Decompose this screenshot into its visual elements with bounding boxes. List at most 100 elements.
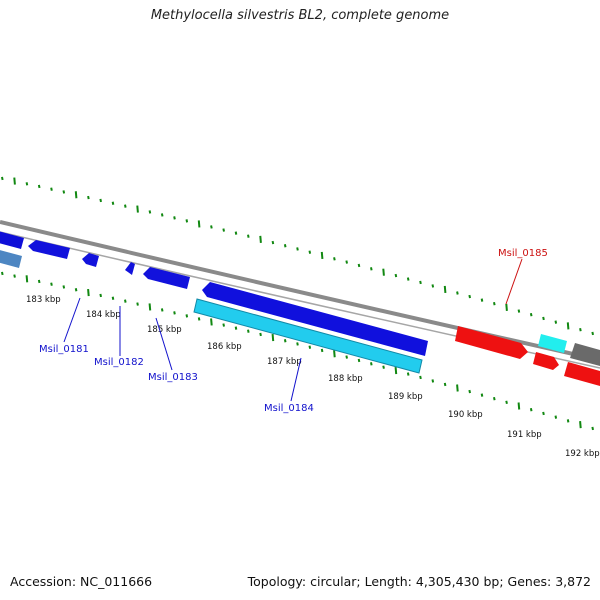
gene-Msil_0186[interactable] — [538, 334, 567, 353]
scale-label: 187 kbp — [267, 357, 302, 367]
gene-Msil_0184-forward[interactable] — [202, 282, 428, 356]
outer-ring-minor-tick — [529, 312, 533, 317]
inner-ring-minor-tick — [542, 411, 545, 416]
inner-ring-minor-tick — [296, 342, 299, 346]
leader-line-0183 — [155, 317, 173, 371]
outer-ring-minor-tick — [591, 331, 594, 336]
inner-ring-major-tick — [148, 303, 152, 311]
inner-ring-minor-tick — [382, 365, 385, 369]
scale-label: 191 kbp — [507, 430, 542, 440]
gene-label-0181[interactable]: Msil_0181 — [39, 344, 89, 355]
gene-Msil_0181-reverse[interactable] — [0, 249, 22, 268]
leader-line-0185 — [505, 258, 523, 305]
outer-ring-major-tick — [136, 205, 139, 213]
leader-line-0181 — [63, 297, 81, 343]
inner-ring-minor-tick — [345, 355, 348, 359]
scale-label: 184 kbp — [86, 310, 121, 320]
gene-Msil_0185[interactable] — [455, 326, 528, 359]
scale-label: 188 kbp — [328, 374, 363, 384]
inner-ring-minor-tick — [554, 415, 558, 419]
inner-ring-minor-tick — [173, 311, 176, 315]
inner-ring-minor-tick — [431, 379, 435, 383]
outer-ring-minor-tick — [271, 240, 275, 245]
inner-ring-minor-tick — [320, 348, 324, 353]
outer-ring-minor-tick — [308, 250, 312, 254]
outer-ring-major-tick — [197, 220, 201, 228]
leader-line-0184 — [290, 357, 302, 402]
inner-ring-minor-tick — [591, 426, 594, 431]
inner-ring-minor-tick — [247, 329, 250, 333]
inner-ring-minor-tick — [124, 299, 127, 303]
outer-ring-minor-tick — [210, 225, 213, 229]
outer-ring-minor-tick — [480, 298, 484, 302]
inner-ring-minor-tick — [419, 375, 422, 380]
gene-label-0182[interactable]: Msil_0182 — [94, 357, 144, 368]
gene-label-group: Msil_0181 Msil_0182 Msil_0183 Msil_0184 … — [39, 248, 548, 414]
outer-ring-minor-tick — [554, 320, 558, 324]
outer-ring-minor-tick — [357, 263, 361, 268]
outer-ring-minor-tick — [542, 316, 545, 321]
gene-Msil_0183[interactable] — [125, 262, 135, 275]
scale-label: 190 kbp — [448, 410, 483, 420]
outer-tick-ring — [1, 176, 594, 336]
inner-ring-minor-tick — [493, 397, 496, 401]
inner-ring-major-tick — [271, 333, 275, 342]
inner-ring-minor-tick — [566, 419, 570, 423]
genome-title: Methylocella silvestris BL2, complete ge… — [150, 8, 450, 23]
genome-summary-text: Topology: circular; Length: 4,305,430 bp… — [247, 574, 591, 589]
outer-ring-minor-tick — [296, 247, 299, 251]
gene-Msil_0181[interactable] — [0, 231, 24, 249]
gene-Msil_0183b[interactable] — [143, 267, 190, 289]
inner-ring-minor-tick — [406, 372, 410, 376]
inner-ring-major-tick — [333, 350, 336, 358]
outer-ring-minor-tick — [283, 244, 287, 248]
scale-label: 186 kbp — [207, 342, 242, 352]
outer-ring-minor-tick — [493, 302, 496, 306]
outer-ring-major-tick — [320, 251, 324, 260]
outer-ring-minor-tick — [456, 291, 459, 295]
inner-ring-minor-tick — [468, 389, 471, 394]
scale-label: 185 kbp — [147, 325, 182, 335]
outer-ring-minor-tick — [50, 187, 53, 191]
gene-Msil_0187[interactable] — [533, 352, 559, 370]
gene-Msil_0189[interactable] — [564, 362, 600, 386]
outer-ring-major-tick — [74, 191, 78, 199]
scale-label: 183 kbp — [26, 295, 61, 305]
inner-ring-minor-tick — [443, 382, 447, 387]
gene-Msil_0184[interactable] — [193, 298, 423, 374]
outer-ring-minor-tick — [333, 257, 336, 261]
inner-ring-minor-tick — [1, 271, 4, 276]
outer-ring-minor-tick — [124, 204, 127, 208]
outer-ring-minor-tick — [394, 273, 398, 278]
inner-ring-minor-tick — [480, 393, 484, 397]
inner-ring-minor-tick — [99, 293, 102, 298]
gene-label-0183[interactable]: Msil_0183 — [148, 372, 198, 383]
inner-ring-minor-tick — [136, 302, 139, 306]
outer-ring-minor-tick — [222, 228, 225, 232]
outer-ring-minor-tick — [431, 284, 435, 288]
inner-ring-minor-tick — [37, 279, 41, 284]
scale-label: 189 kbp — [388, 392, 423, 402]
inner-ring-minor-tick — [259, 332, 262, 337]
outer-ring-minor-tick — [87, 195, 90, 200]
gene-label-0184[interactable]: Msil_0184 — [264, 403, 314, 414]
gene-label-0185[interactable]: Msil_0185 — [498, 248, 548, 259]
inner-ring-minor-tick — [62, 285, 66, 289]
inner-ring-major-tick — [87, 288, 90, 297]
outer-ring-major-tick — [13, 177, 16, 185]
outer-ring-minor-tick — [579, 327, 582, 332]
inner-ring-minor-tick — [505, 400, 508, 405]
outer-ring-minor-tick — [62, 190, 66, 194]
outer-ring-major-tick — [443, 285, 447, 294]
outer-ring-minor-tick — [25, 182, 29, 186]
inner-ring-minor-tick — [50, 282, 53, 286]
inner-ring-major-tick — [210, 318, 213, 326]
gene-Msil_0182b[interactable] — [82, 253, 99, 267]
inner-ring-minor-tick — [160, 308, 164, 312]
outer-ring-minor-tick — [148, 210, 152, 214]
outer-ring-minor-tick — [37, 184, 41, 189]
gene-Msil_0182[interactable] — [28, 240, 70, 259]
gene-Msil_0188[interactable] — [570, 343, 600, 366]
genome-backbone-outer — [0, 220, 600, 362]
